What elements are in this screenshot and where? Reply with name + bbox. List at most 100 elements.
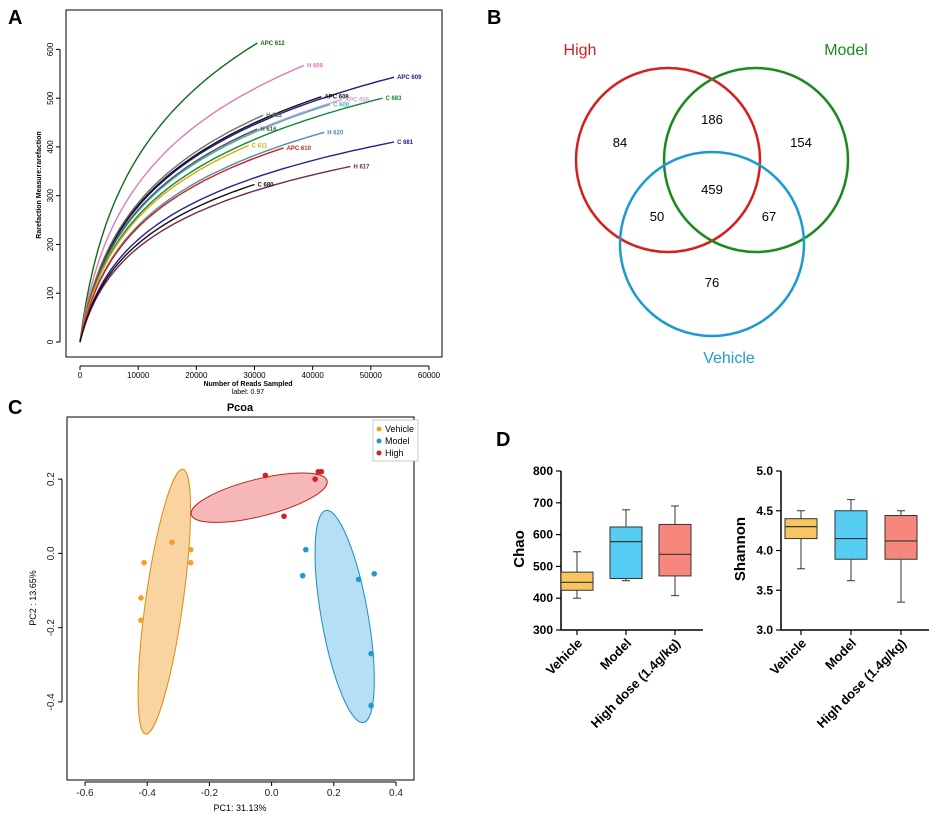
pcoa-point-high [281, 513, 287, 520]
rarefaction-curve [79, 141, 395, 343]
box-y-tick-label: 4.0 [756, 544, 773, 558]
rarefaction-curve [79, 128, 258, 343]
pcoa-axes: -0.6 -0.4 -0.2 0.0 0.2 0.4 -0.4 -0.2 0.0 0.2 [46, 472, 403, 799]
rarefaction-curve-label: APC 612 [260, 41, 285, 47]
pcoa-point-vehicle [138, 617, 144, 623]
pcoa-y-tick-label: -0.2 [46, 619, 57, 637]
legend-label-model: Model [385, 436, 410, 446]
box-body [784, 518, 818, 540]
box-y-tick-label: 400 [533, 591, 553, 605]
panel-label-d: D [496, 429, 510, 451]
panel-label-b: B [487, 7, 501, 29]
rarefaction-axes: 0 10000 20000 30000 40000 50000 60000 0 100 200 30… [46, 42, 441, 380]
pcoa-plot: Pcoa -0.6 -0.4 -0.2 0.0 0.2 0.4 -0.4 -0.2 0.0 0.2… [28, 402, 419, 813]
legend-marker-vehicle [376, 426, 382, 432]
legend-label-high: High [385, 448, 404, 458]
rarefaction-curve-label: C 600 [333, 102, 350, 108]
pcoa-point-vehicle [169, 539, 175, 546]
pcoa-x-tick-label: 0.0 [265, 788, 279, 799]
rarefaction-y-tick-label: 100 [46, 286, 55, 300]
rarefaction-x-tick-label: 10000 [127, 371, 150, 380]
rarefaction-curve-label: APC 608 [324, 95, 349, 101]
venn-count-model-only: 154 [790, 135, 812, 150]
box-body [609, 526, 643, 579]
rarefaction-frame [65, 9, 443, 358]
pcoa-point-model [371, 570, 378, 577]
box-y-tick-label: 4.5 [756, 504, 773, 518]
pcoa-point-vehicle [138, 595, 144, 601]
box-y-tick-label: 300 [533, 623, 553, 637]
rarefaction-y-tick-label: 500 [46, 91, 55, 105]
panel-label-c: C [8, 397, 22, 419]
rarefaction-curve [79, 144, 249, 343]
rarefaction-curve-label: APC 610 [287, 146, 312, 152]
pcoa-x-tick-label: 0.4 [389, 788, 403, 799]
box-body [658, 523, 692, 577]
box-group-label: Vehicle [543, 636, 585, 678]
rarefaction-curve-label: APC 606 [345, 98, 370, 104]
pcoa-y-tick-label: 0.2 [46, 472, 57, 486]
box-group-label: High dose (1.4g/kg) [588, 636, 683, 731]
rarefaction-xlabel: Number of Reads Sampled [203, 381, 292, 388]
venn-count-high-model: 186 [701, 112, 723, 127]
box-group-label: Vehicle [767, 636, 809, 678]
rarefaction-curve [79, 98, 343, 343]
rarefaction-x-tick-label: 60000 [418, 371, 441, 380]
chao-ylabel: Chao [511, 530, 528, 568]
shannon-ylabel: Shannon [732, 517, 749, 581]
legend-marker-high [376, 450, 382, 456]
rarefaction-curve-label: H 612 [266, 113, 283, 119]
pcoa-x-tick-label: -0.4 [139, 788, 157, 799]
rarefaction-curve-label: H 609 [307, 63, 324, 69]
box-body [884, 515, 918, 560]
legend-marker-model [376, 438, 382, 444]
pcoa-point-vehicle [187, 559, 194, 566]
rarefaction-y-tick-label: 600 [46, 42, 55, 56]
box-group-label: Model [597, 636, 634, 673]
rarefaction-curve-label: H 617 [353, 164, 370, 170]
pcoa-y-tick-label: -0.4 [46, 693, 57, 711]
rarefaction-curve-label: C 680 [258, 182, 275, 188]
pcoa-y-tick-label: 0.0 [46, 546, 57, 560]
venn-count-vehicle-only: 76 [705, 275, 719, 290]
box-body [834, 510, 868, 560]
rarefaction-x-tick-label: 20000 [185, 371, 208, 380]
box-y-tick-label: 800 [533, 464, 553, 478]
venn-label-vehicle: Vehicle [703, 350, 755, 367]
rarefaction-curve-label: H 616 [260, 127, 277, 133]
pcoa-point-high [312, 476, 318, 482]
box-y-tick-label: 700 [533, 496, 553, 510]
rarefaction-curve [79, 114, 264, 343]
rarefaction-x-tick-label: 0 [78, 371, 83, 380]
rarefaction-curve-label: H 620 [327, 130, 344, 136]
rarefaction-curve [79, 42, 258, 343]
rarefaction-y-tick-label: 300 [46, 188, 55, 202]
pcoa-ellipse-model [314, 509, 375, 724]
legend-label-vehicle: Vehicle [385, 424, 414, 434]
rarefaction-subtitle: label: 0.97 [232, 389, 264, 396]
rarefaction-x-tick-label: 40000 [302, 371, 325, 380]
venn-count-model-vehicle: 67 [762, 209, 776, 224]
venn-count-high-only: 84 [613, 135, 627, 150]
box-y-tick-label: 3.5 [756, 583, 773, 597]
rarefaction-x-tick-label: 30000 [243, 371, 266, 380]
pcoa-ellipse-vehicle [137, 468, 192, 735]
box-y-tick-label: 600 [533, 528, 553, 542]
box-group-label: Model [822, 636, 859, 673]
pcoa-point-model [303, 546, 309, 553]
box-y-tick-label: 500 [533, 559, 553, 573]
pcoa-point-vehicle [141, 559, 147, 566]
rarefaction-y-tick-label: 400 [46, 140, 55, 154]
venn-circle-high [574, 66, 762, 254]
pcoa-point-high [315, 468, 322, 475]
pcoa-point-model [368, 650, 374, 657]
pcoa-x-tick-label: 0.2 [327, 788, 341, 799]
venn-circle-vehicle [618, 150, 806, 338]
rarefaction-ylabel: Rarefaction Measure:rarefaction [36, 131, 43, 238]
pcoa-point-vehicle [187, 546, 194, 553]
box-group-label: High dose (1.4g/kg) [814, 636, 909, 731]
